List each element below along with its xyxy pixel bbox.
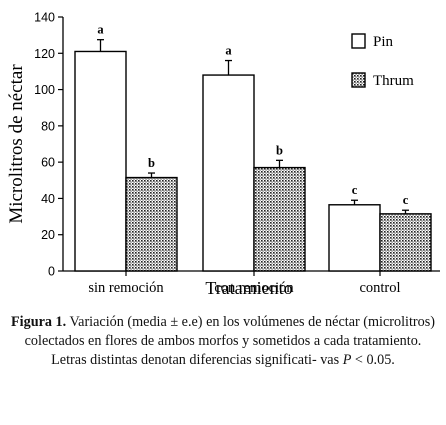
significance-letter: c [403,193,409,207]
significance-letter: a [225,44,232,58]
x-axis-label: Tratamiento [205,278,292,298]
bar-pin [74,50,127,272]
legend-swatch-pin [351,33,366,49]
bar-thrum [379,213,432,272]
y-tick-label: 140 [34,11,55,25]
plot-area: 0 20 40 60 80 100 120 140 a b sin remoción a b con re… [6,11,440,298]
bar-thrum [253,166,306,272]
bar-pin [202,74,255,272]
caption-text: Variación (media ± e.e) en los volúmenes… [24,314,435,368]
x-tick-label: sin remoción [88,280,164,296]
legend-label-pin: Pin [373,34,394,50]
caption-p-symbol: P [342,352,352,368]
y-tick-label: 80 [41,119,55,133]
legend-label-thrum: Thrum [373,73,414,89]
bar-chart: 0 20 40 60 80 100 120 140 a b sin remoción a b con re… [6,11,440,298]
bar-thrum [125,176,178,272]
x-tick-label: con remoción [214,280,294,296]
y-tick-label: 0 [48,265,55,279]
legend-swatch-thrum [351,72,366,88]
significance-letter: b [276,143,283,157]
figure-caption: Figura 1. Variación (media ± e.e) en los… [8,313,438,370]
x-tick-label: control [359,280,400,296]
significance-letter: a [97,23,104,37]
y-tick-label: 40 [41,192,55,206]
y-tick-label: 100 [34,83,55,97]
significance-letter: c [352,183,358,197]
y-tick-label: 20 [41,228,55,242]
significance-letter: b [148,156,155,170]
y-tick-label: 60 [41,156,55,170]
y-axis-label: Microlitros de néctar [6,64,27,224]
caption-label: Figura 1. [11,314,67,330]
caption-text-end: < 0.05. [351,352,395,368]
y-tick-label: 120 [34,47,55,61]
bar-pin [328,204,381,272]
